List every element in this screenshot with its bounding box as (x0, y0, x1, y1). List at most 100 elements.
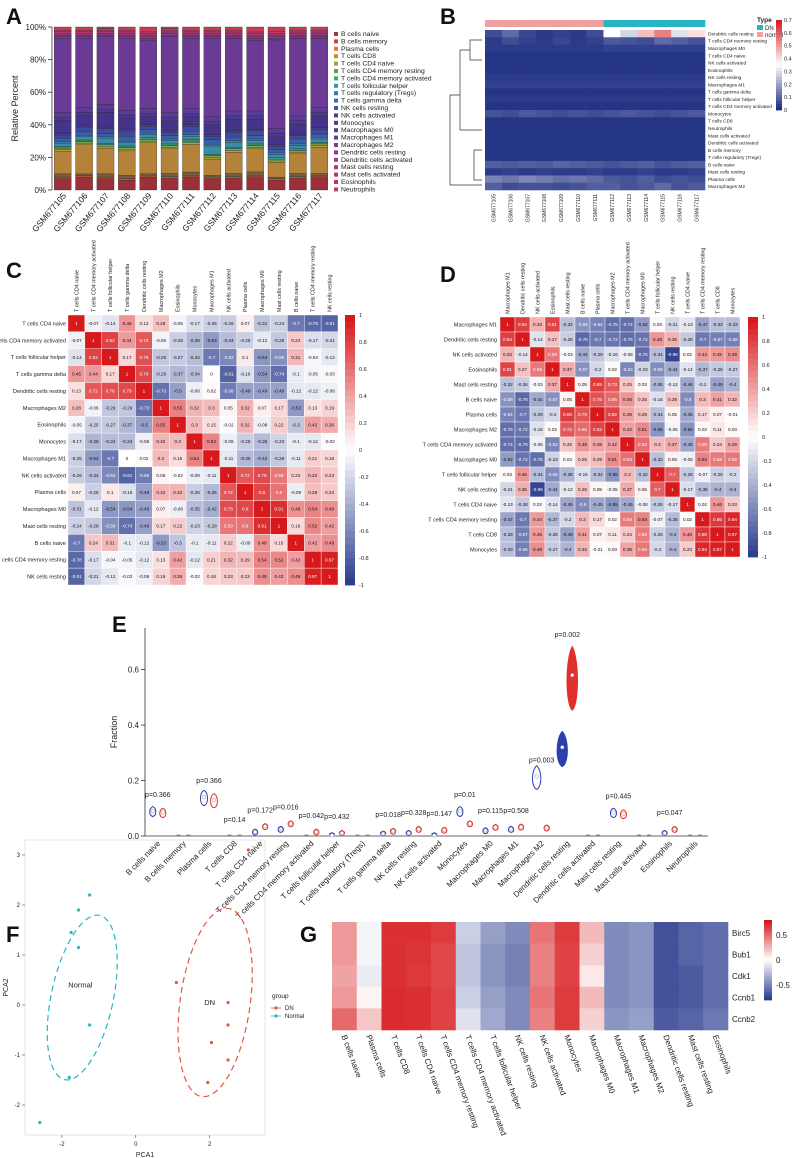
c-cell-value: -0.07 (71, 338, 82, 343)
b-cell (654, 175, 672, 184)
c-cell-value: -0.11 (223, 456, 234, 461)
e-y-tick-label: 0.2 (128, 777, 140, 786)
a-legend-swatch (334, 54, 338, 59)
d-row-label: Eosinophils (468, 368, 497, 374)
g-cell (530, 943, 556, 966)
a-bar-b-cells-naive (75, 176, 93, 191)
d-cell-value: -0.57 (547, 397, 558, 402)
c-cell-value: -0.08 (324, 389, 335, 394)
d-scale-label: 0.2 (762, 411, 770, 417)
b-cell (688, 30, 706, 38)
d-cell-value: -0.12 (562, 487, 573, 492)
d-cell-value: 0.27 (548, 337, 557, 342)
c-col-label: Eosinophils (176, 284, 182, 312)
a-bar-mast-cells-activated (246, 33, 264, 36)
b-cell (518, 88, 537, 96)
d-scale-step (748, 389, 758, 396)
d-col-label: NK cells activated (536, 271, 542, 314)
d-cell-value: 1 (641, 457, 644, 462)
c-col-label: T cells CD4 memory resting (311, 246, 317, 312)
c-cell-value: -0.23 (189, 524, 200, 529)
c-scale-step (345, 470, 355, 478)
c-cell-value: 0.8 (242, 507, 249, 512)
b-cell (586, 153, 604, 162)
a-bar-t-cells-follicular-helper (310, 138, 329, 143)
d-cell-value: -0.25 (712, 472, 723, 477)
c-cell-value: 0.07 (156, 507, 165, 512)
c-cell-value: -0.81 (324, 321, 335, 326)
a-bar-t-cells-gamma-delta (160, 135, 179, 140)
b-cell (671, 131, 689, 140)
c-cell-value: 0.05 (224, 405, 233, 410)
g-row-label: Cdk1 (732, 972, 751, 981)
a-bar-t-cells-cd8 (225, 151, 243, 174)
b-cell (501, 182, 520, 191)
d-cell-value: -0.72 (607, 337, 618, 342)
b-cell (654, 59, 672, 67)
b-cell (586, 73, 604, 82)
b-scale-step (776, 83, 782, 87)
a-bar-plasma-cells (96, 173, 115, 178)
d-cell-value: 0.73 (608, 382, 617, 387)
b-cell (501, 102, 520, 111)
a-bar-mast-cells-resting (203, 33, 222, 36)
d-cell-value: 0.37 (668, 442, 677, 447)
a-bar-t-cells-gamma-delta (267, 149, 286, 154)
d-cell-value: 0.46 (578, 442, 587, 447)
c-cell-value: -0.16 (240, 372, 251, 377)
c-cell-value: 0.97 (308, 574, 317, 579)
c-cell-value: -0.07 (88, 321, 99, 326)
g-cell (678, 922, 704, 944)
a-bar-mast-cells-activated (289, 31, 307, 34)
a-bar-nk-cells-resting (310, 128, 329, 135)
c-cell-value: -0.09 (189, 473, 200, 478)
a-bar-eosinophils (139, 31, 157, 34)
g-cell (431, 1008, 457, 1031)
c-scale-step (345, 564, 355, 572)
a-bar-nk-cells-activated (75, 125, 93, 128)
e-violin-dn-median (442, 827, 447, 832)
e-p-value: p=0.115 (478, 808, 503, 815)
b-col-label: GSM677110 (576, 194, 582, 222)
c-cell-value: -0.21 (88, 574, 99, 579)
b-cell (637, 59, 655, 67)
d-cell-value: -0.7 (519, 412, 527, 417)
d-cell-value: -0.4 (669, 532, 677, 537)
a-bar-macrophages-m2 (139, 39, 157, 109)
b-cell (620, 80, 638, 89)
a-bar-neutrophils (139, 26, 157, 33)
b-cell (671, 102, 689, 111)
d-cell-value: 0.02 (683, 517, 692, 522)
g-scale-step (764, 981, 772, 985)
b-cell (501, 66, 520, 74)
b-legend-dn-label: DN (765, 26, 774, 32)
b-cell (671, 182, 689, 191)
c-cell-value: -0.53 (88, 456, 99, 461)
a-bar-t-cells-gamma-delta (246, 135, 264, 140)
d-scale-step (748, 359, 758, 366)
c-cell-value: 0.24 (291, 338, 300, 343)
b-cell (485, 182, 503, 191)
d-cell-value: 0.02 (608, 517, 617, 522)
d-cell-value: -0.16 (607, 352, 618, 357)
b-group-bar (569, 20, 587, 27)
d-cell-value: 0.03 (653, 322, 662, 327)
a-bar-t-cells-gamma-delta (75, 131, 93, 136)
b-cell (535, 80, 553, 89)
b-cell (569, 30, 587, 38)
a-bar-mast-cells-resting (96, 31, 115, 34)
b-cell (637, 110, 655, 118)
c-cell-value: -0.02 (223, 422, 234, 427)
a-bar-t-cells-follicular-helper (225, 142, 243, 148)
b-group-bar (688, 20, 706, 27)
b-cell (569, 153, 587, 162)
d-col-label: Macrophages M2 (611, 272, 617, 314)
g-cell (381, 1008, 407, 1031)
g-cell (406, 1008, 432, 1031)
a-bar-t-cells-cd4-naive (203, 157, 222, 160)
c-scale-step (345, 402, 355, 410)
a-bar-t-cells-cd4-memory-activated (75, 139, 93, 142)
a-bar-t-cells-cd4-memory-activated (96, 143, 115, 145)
d-cell-value: 0.94 (698, 547, 707, 552)
a-bar-neutrophils (310, 26, 329, 31)
